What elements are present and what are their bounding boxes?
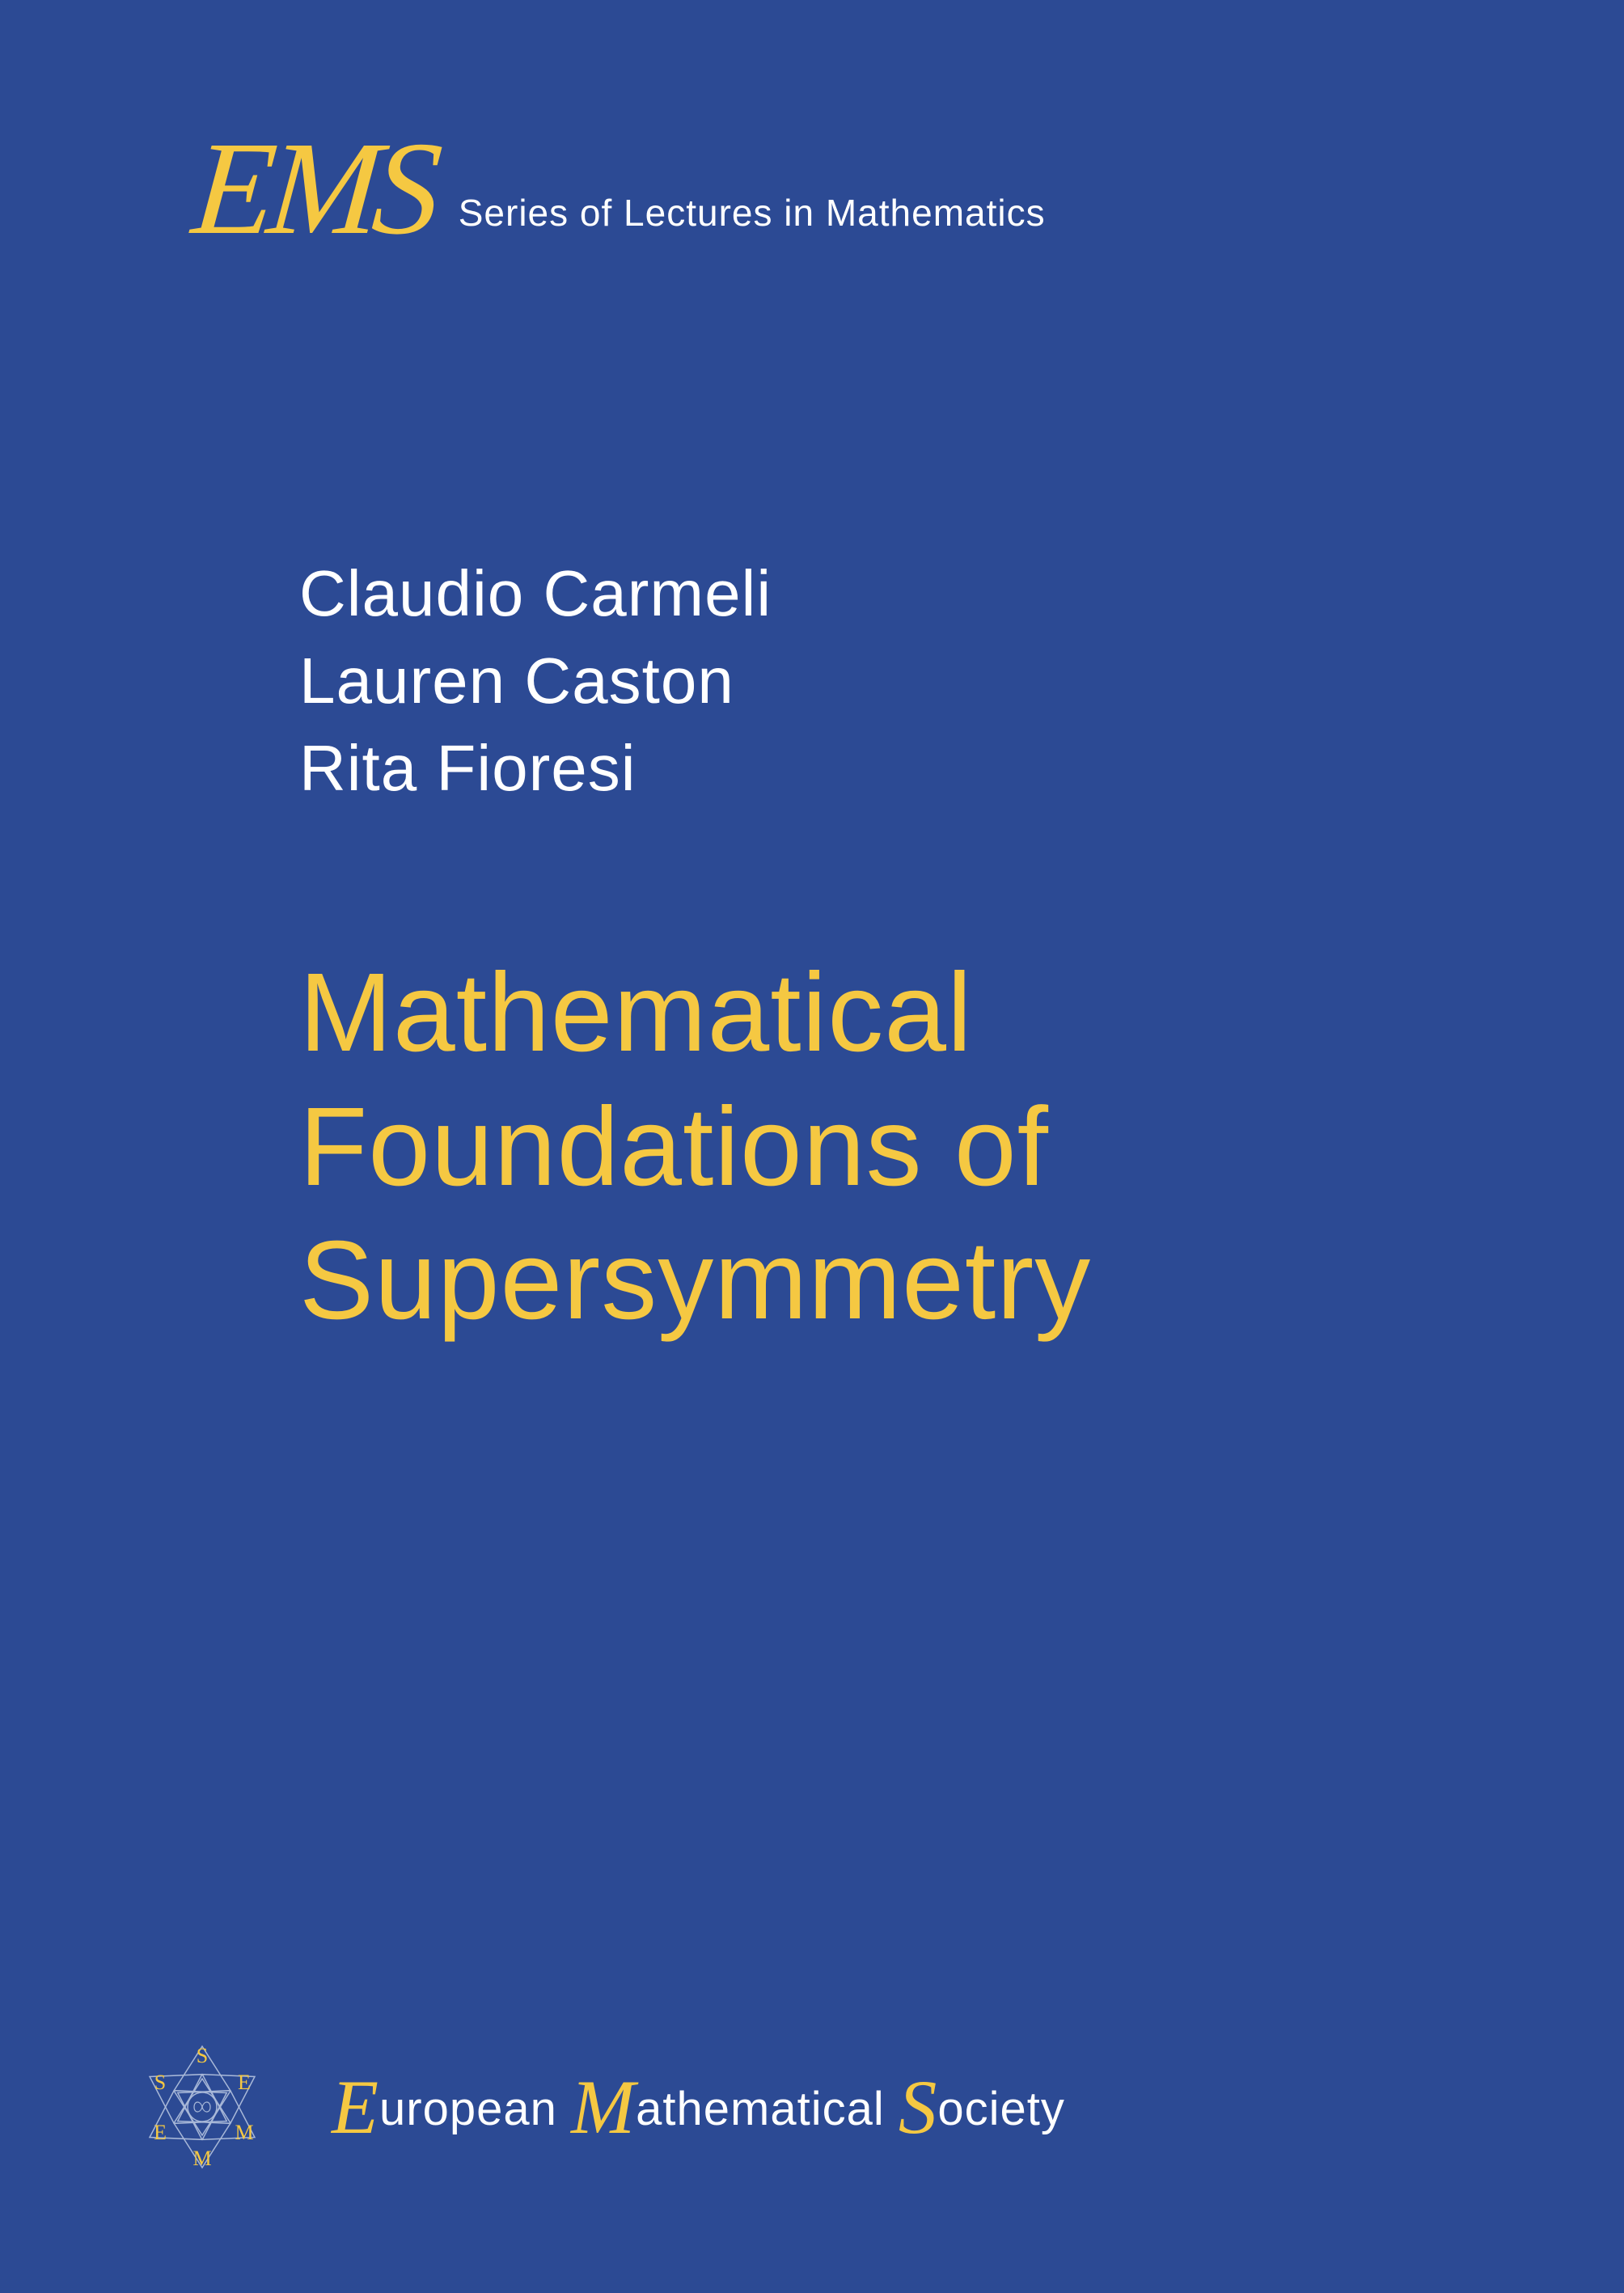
- title-line-3: Supersymmetry: [299, 1214, 1091, 1348]
- author-1: Claudio Carmeli: [299, 550, 772, 637]
- publisher-initial-1: E: [332, 2064, 379, 2150]
- svg-text:S: S: [197, 2044, 208, 2067]
- svg-text:E: E: [238, 2071, 251, 2094]
- title-line-2: Foundations of: [299, 1081, 1091, 1215]
- publisher-rest-1: uropean: [379, 2083, 557, 2135]
- author-3: Rita Fioresi: [299, 725, 772, 812]
- series-label: Series of Lectures in Mathematics: [459, 191, 1046, 235]
- author-2: Lauren Caston: [299, 637, 772, 725]
- svg-text:S: S: [154, 2071, 166, 2094]
- ems-header: EMS Series of Lectures in Mathematics: [194, 121, 1046, 255]
- authors-block: Claudio Carmeli Lauren Caston Rita Fiore…: [299, 550, 772, 812]
- publisher-name: European Mathematical Society: [332, 2062, 1065, 2151]
- ems-emblem-icon: S E M M E S: [113, 2018, 291, 2196]
- svg-text:E: E: [154, 2121, 167, 2144]
- ems-logo-text: EMS: [188, 121, 440, 255]
- svg-text:M: M: [235, 2121, 253, 2144]
- publisher-rest-2: athematical: [636, 2083, 885, 2135]
- book-title: Mathematical Foundations of Supersymmetr…: [299, 946, 1091, 1348]
- publisher-initial-3: S: [899, 2064, 938, 2150]
- publisher-initial-2: M: [571, 2064, 636, 2150]
- publisher-rest-3: ociety: [937, 2083, 1065, 2135]
- title-line-1: Mathematical: [299, 946, 1091, 1081]
- svg-text:M: M: [192, 2147, 211, 2170]
- footer: S E M M E S European Mathematical Societ…: [113, 2018, 1065, 2196]
